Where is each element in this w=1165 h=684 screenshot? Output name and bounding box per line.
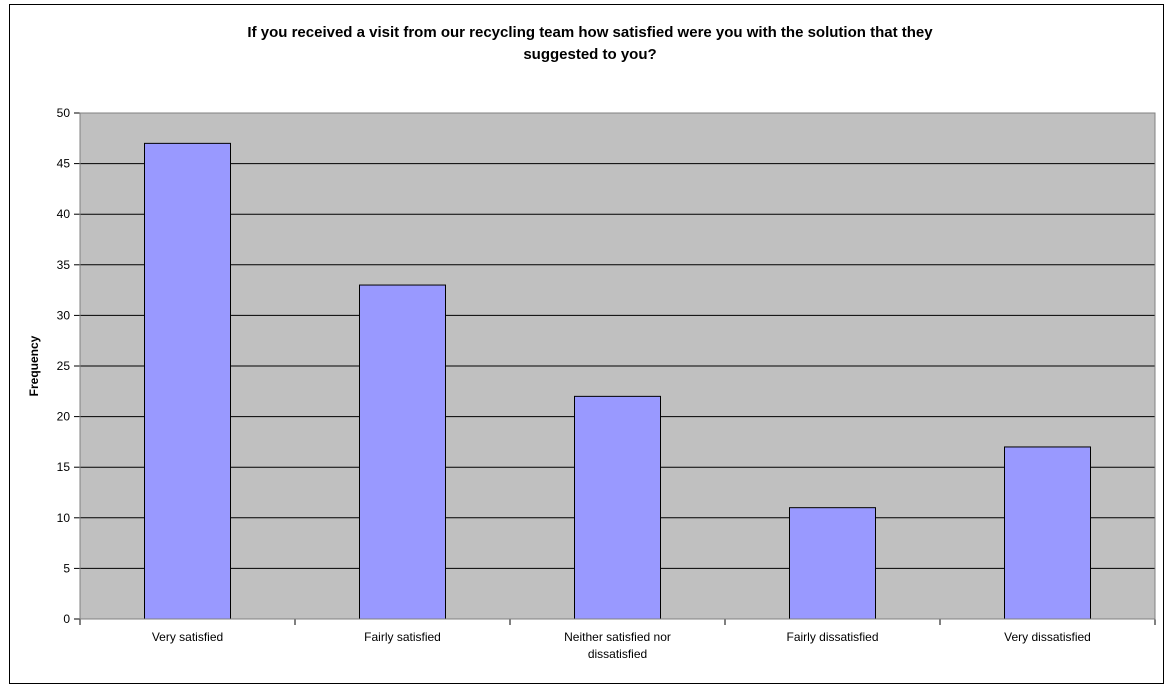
x-tick-label: Very satisfied	[152, 630, 223, 644]
bars	[144, 142, 1091, 620]
bar	[359, 284, 446, 620]
y-tick-label: 5	[63, 561, 70, 575]
y-tick-label: 15	[57, 460, 71, 474]
y-axis-label: Frequency	[27, 335, 41, 396]
bar	[144, 142, 231, 620]
x-tick-label: dissatisfied	[588, 647, 647, 661]
bar	[789, 507, 876, 620]
x-tick-labels: Very satisfied Fairly satisfied Neither sa…	[152, 630, 1091, 661]
bar	[574, 395, 661, 620]
y-tick-label: 35	[57, 258, 71, 272]
x-tick-label: Neither satisfied nor	[564, 630, 671, 644]
plot-border	[79, 112, 1156, 620]
y-tick-label: 0	[63, 612, 70, 626]
y-tick-label: 25	[57, 359, 71, 373]
y-tick-label: 50	[57, 106, 71, 120]
bar	[1004, 446, 1091, 620]
y-tick-labels: 0 5 10 15 20 25 30 35 40 45 50	[57, 106, 71, 626]
y-tick-label: 30	[57, 308, 71, 322]
axes	[74, 112, 1156, 625]
y-tick-label: 10	[57, 511, 71, 525]
x-tick-label: Fairly dissatisfied	[786, 630, 878, 644]
y-tick-label: 20	[57, 410, 71, 424]
chart-title: If you received a visit from our recycli…	[247, 24, 933, 63]
y-tick-label: 45	[57, 157, 71, 171]
x-tick-label: Very dissatisfied	[1004, 630, 1091, 644]
y-tick-label: 40	[57, 207, 71, 221]
x-tick-label: Fairly satisfied	[364, 630, 441, 644]
